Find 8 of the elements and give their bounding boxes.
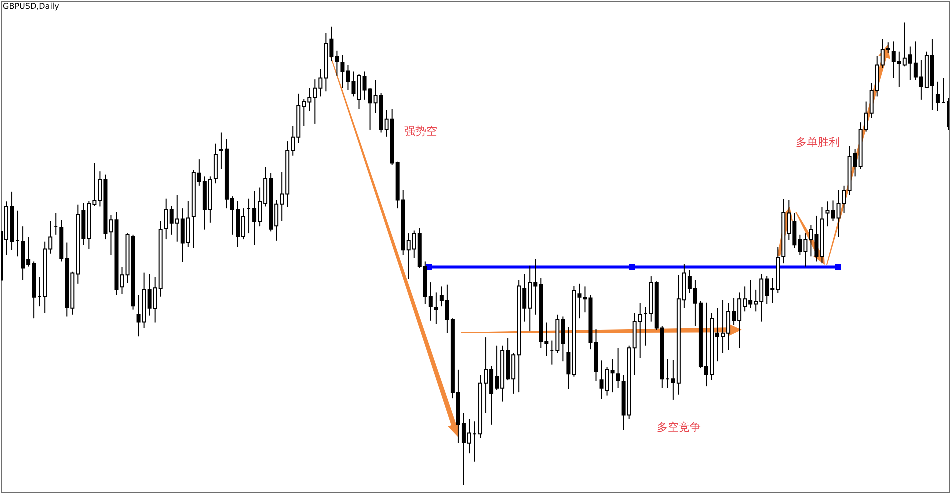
candlestick xyxy=(936,81,940,112)
chart-title: GBPUSD,Daily xyxy=(3,2,60,11)
candlestick xyxy=(434,292,438,325)
candlestick xyxy=(616,348,620,389)
annotation: 多单胜利 xyxy=(796,136,840,149)
candlestick xyxy=(826,201,830,228)
annotation: 强势空 xyxy=(404,125,438,138)
annotation: 多空竞争 xyxy=(657,421,701,434)
